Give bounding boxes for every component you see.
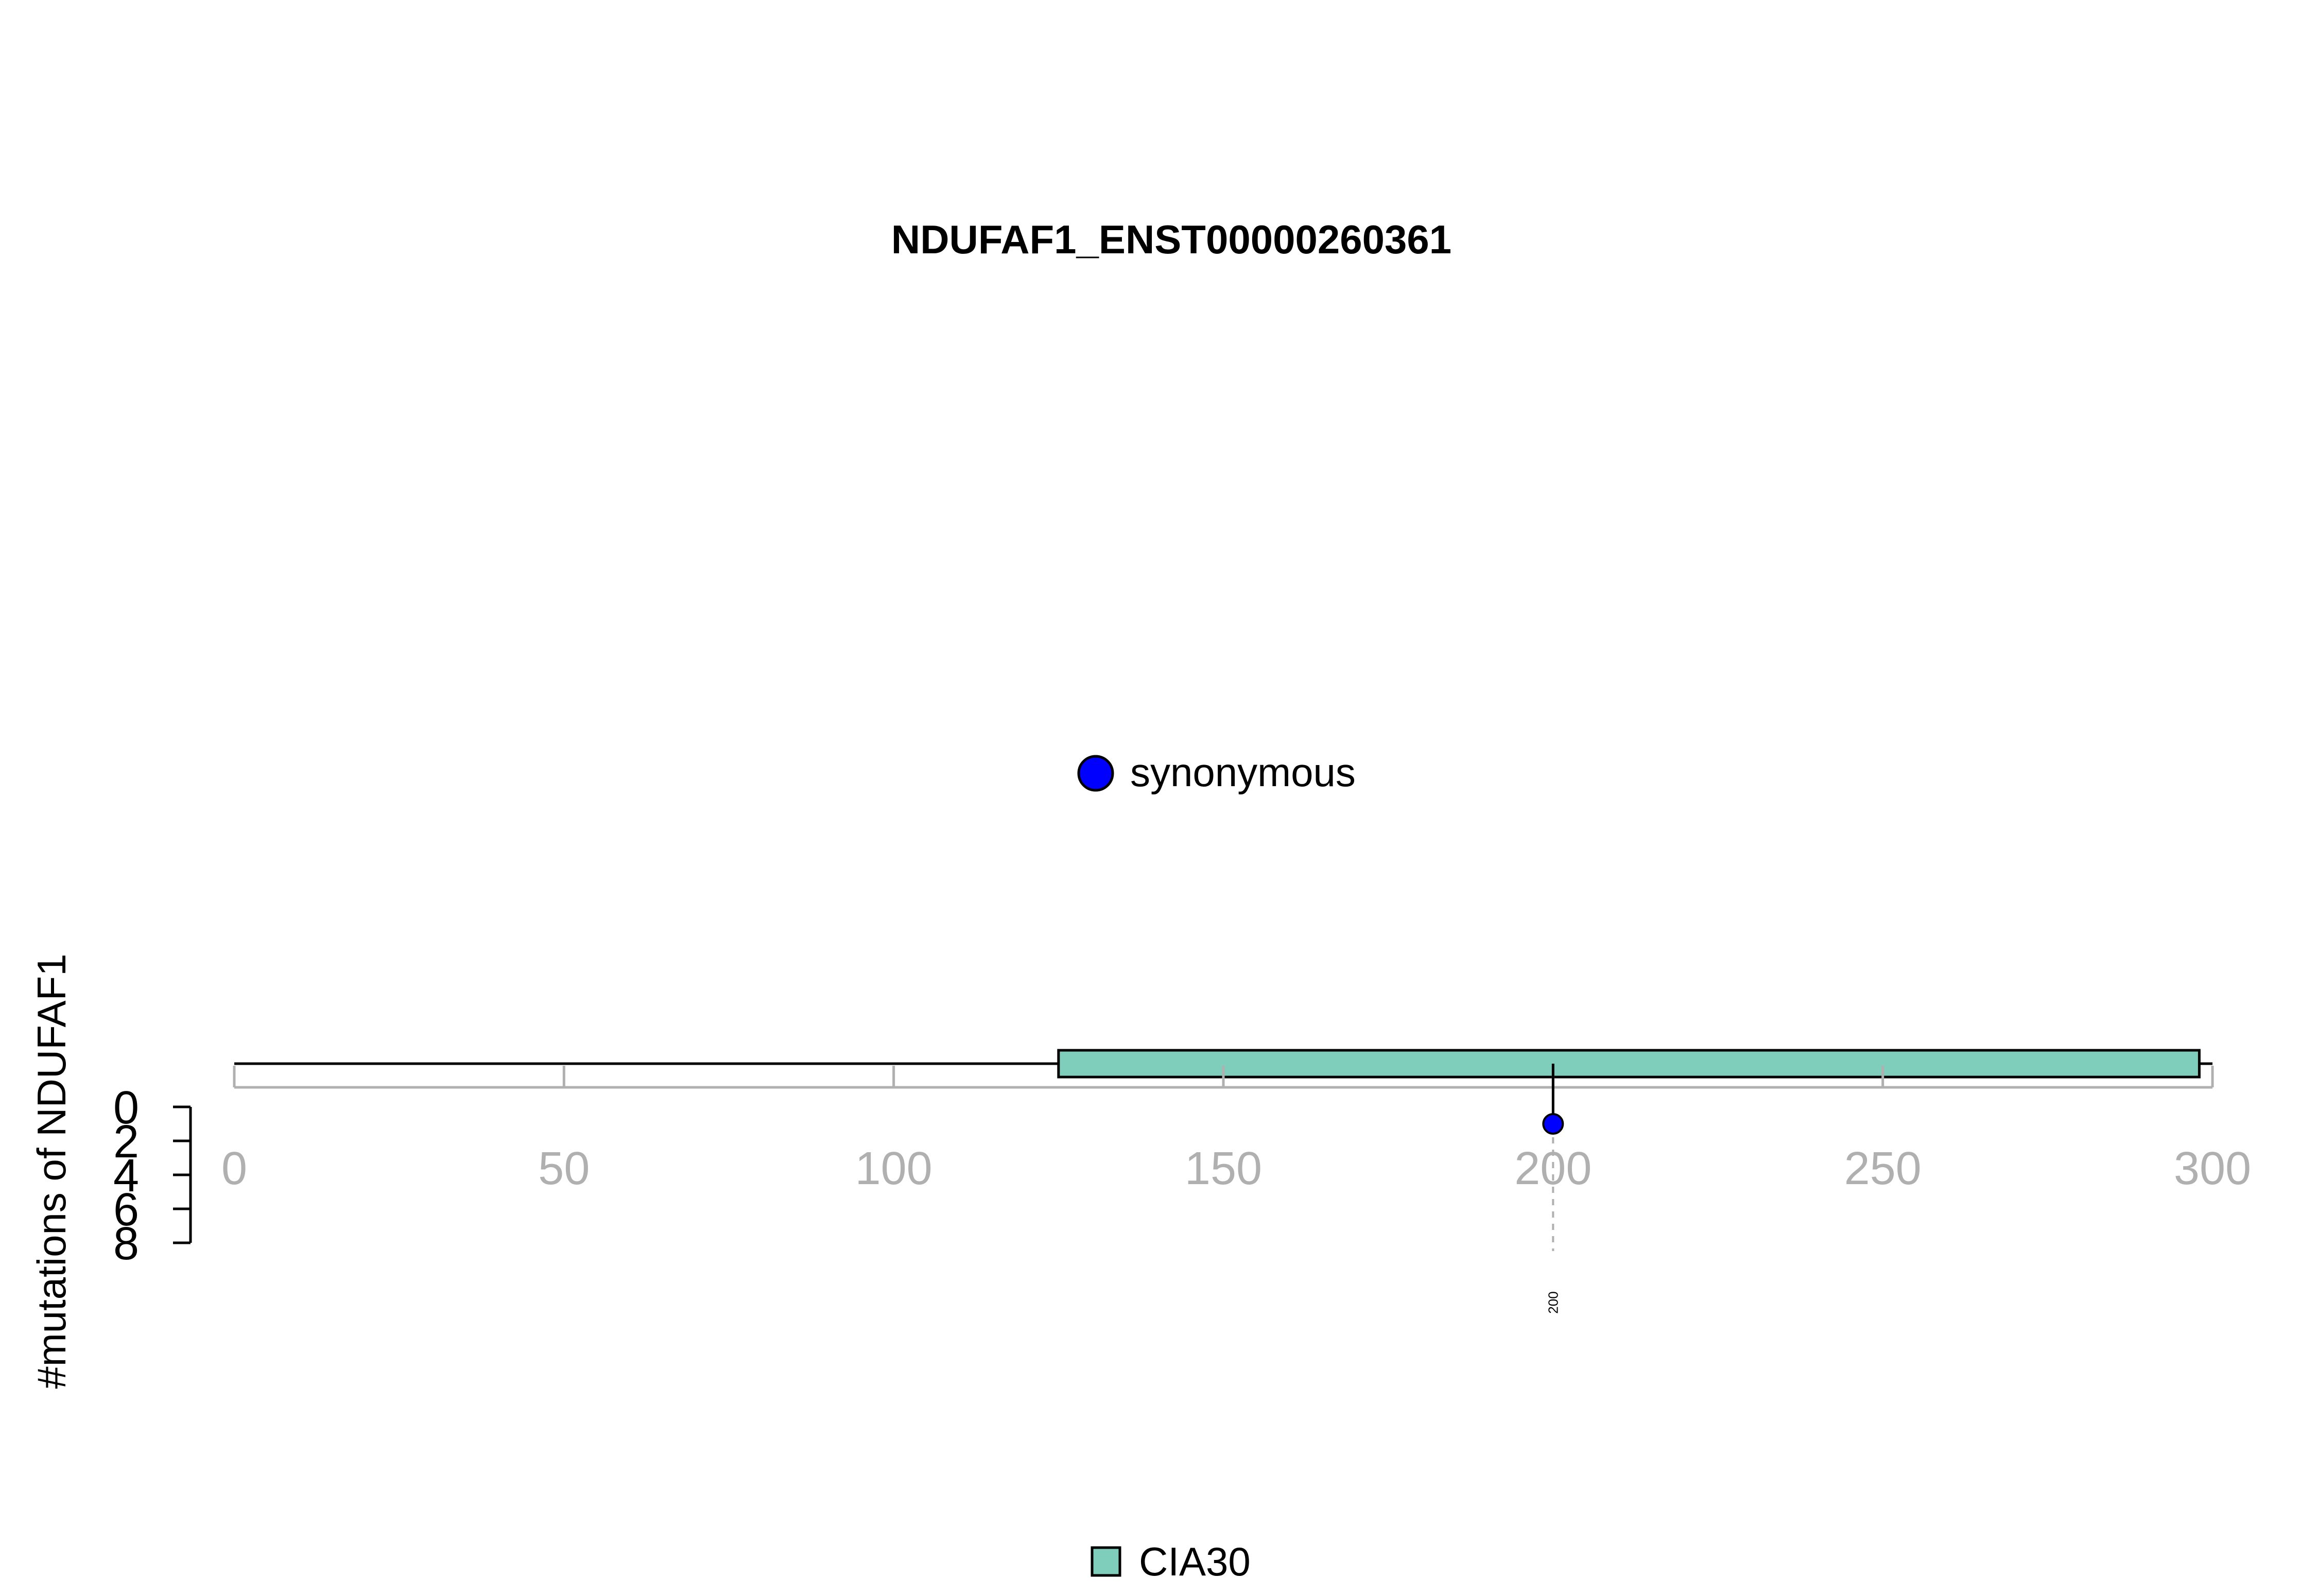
legend-label-cia30: CIA30 xyxy=(1139,1539,1251,1584)
mutation-point xyxy=(1542,1113,1564,1135)
y-tick-label-6: 6 xyxy=(113,1184,139,1236)
domain-layer xyxy=(1057,1049,2201,1079)
y-tick-label-2: 2 xyxy=(113,1116,139,1168)
y-tick-label-8: 8 xyxy=(113,1218,139,1270)
x-axis: 0 50 100 150 200 250 300 xyxy=(221,1066,2251,1194)
y-tick-label-4: 4 xyxy=(113,1150,139,1202)
chart-title: NDUFAF1_ENST00000260361 xyxy=(891,217,1451,262)
legend-swatch-cia30 xyxy=(1091,1546,1121,1577)
mutation-layer: 200 xyxy=(1542,1064,1564,1314)
x-tick-label-250: 250 xyxy=(1844,1143,1922,1194)
legend-label-synonymous: synonymous xyxy=(1130,750,1356,795)
y-tick-label-0: 0 xyxy=(113,1082,139,1134)
domain-cia30 xyxy=(1057,1049,2201,1079)
x-tick-label-50: 50 xyxy=(538,1143,590,1194)
legend-marker-synonymous xyxy=(1077,755,1114,792)
x-tick-label-0: 0 xyxy=(221,1143,247,1194)
y-axis-label: #mutations of NDUFAF1 xyxy=(29,953,74,1389)
x-tick-label-100: 100 xyxy=(855,1143,932,1194)
x-tick-label-300: 300 xyxy=(2174,1143,2251,1194)
domain-legend: CIA30 xyxy=(1091,1539,1251,1584)
mutation-legend: synonymous xyxy=(1077,750,1356,795)
x-tick-label-150: 150 xyxy=(1185,1143,1262,1194)
mutation-position-label: 200 xyxy=(1545,1291,1561,1313)
